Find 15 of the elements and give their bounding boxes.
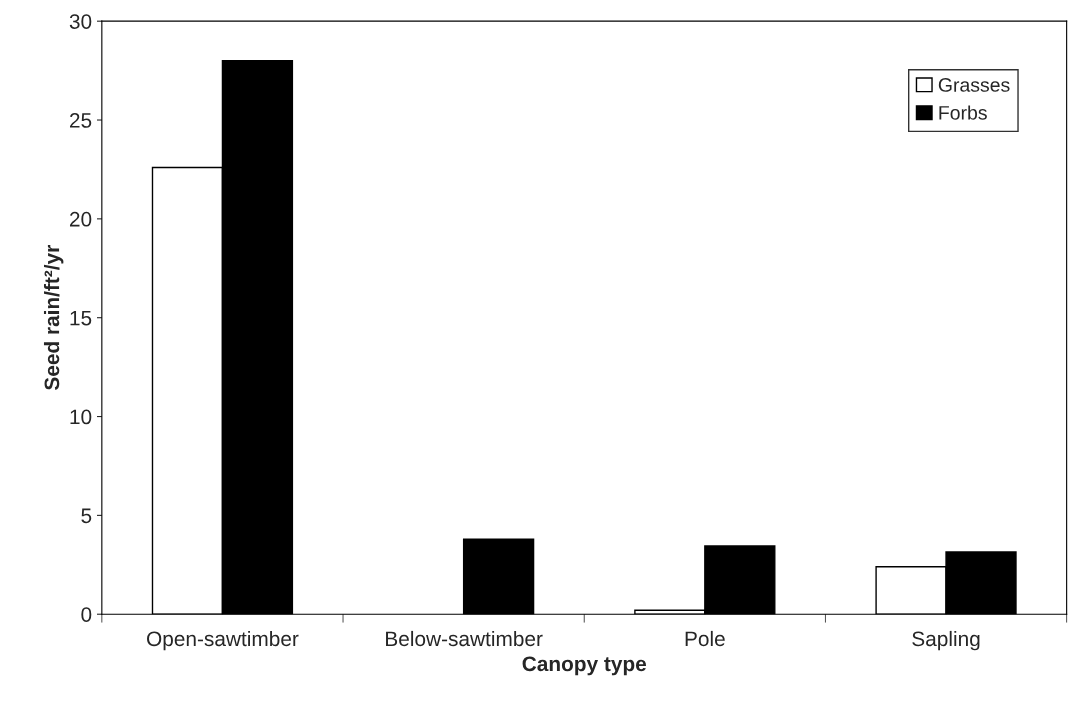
- legend-label: Forbs: [939, 105, 987, 120]
- x-axis-title: Canopy type: [522, 656, 647, 676]
- y-tick-label: 30: [69, 14, 92, 29]
- x-tick-label: Pole: [685, 630, 725, 647]
- x-tick-label: Below-sawtimber: [386, 630, 543, 647]
- y-tick-label: 20: [70, 211, 92, 227]
- y-tick-label: 5: [81, 508, 92, 524]
- y-tick-label: 0: [81, 607, 92, 622]
- y-tick-label: 25: [70, 113, 92, 128]
- legend-label: Grasses: [938, 78, 1010, 92]
- x-tick-label: Sapling: [912, 630, 980, 651]
- y-axis-title: Seed rain/ft²/yr: [43, 245, 64, 391]
- y-tick-label: 10: [70, 409, 92, 425]
- y-tick-label: 15: [70, 310, 92, 326]
- x-tick-label: Open-sawtimber: [147, 630, 299, 651]
